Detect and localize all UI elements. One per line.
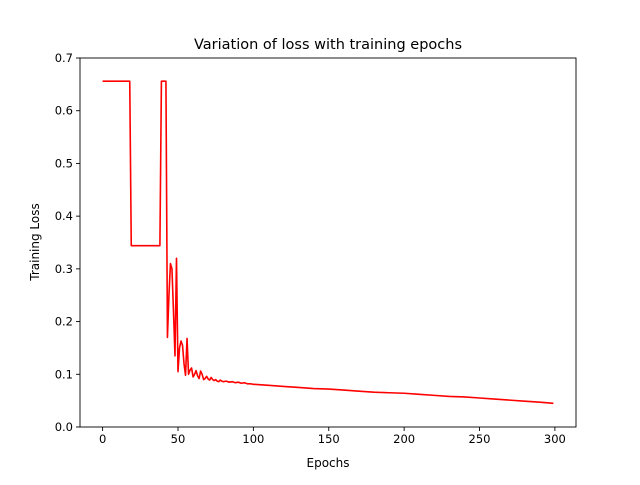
x-tick-label: 150 [318,432,340,446]
y-axis: 0.0 0.1 0.2 0.3 0.4 0.5 0.6 0.7 [55,51,80,434]
x-tick-label: 50 [171,432,186,446]
y-tick-label: 0.5 [55,156,73,170]
y-tick-label: 0.4 [55,209,73,223]
y-tick-label: 0.3 [55,262,73,276]
y-tick-label: 0.7 [55,51,73,65]
y-tick-label: 0.1 [55,367,73,381]
y-tick-label: 0.2 [55,315,73,329]
x-tick-label: 100 [242,432,264,446]
x-axis: 0 50 100 150 200 250 300 [99,427,566,446]
x-tick-label: 0 [99,432,106,446]
y-axis-label: Training Loss [28,203,42,281]
x-tick-label: 250 [469,432,491,446]
series-line-0 [102,80,554,405]
x-tick-label: 200 [393,432,415,446]
x-tick-label: 300 [544,432,566,446]
plot-area [79,57,577,428]
x-axis-label: Epochs [307,456,350,470]
axes-frame [79,57,577,428]
chart-title: Variation of loss with training epochs [194,37,462,53]
y-tick-label: 0.0 [55,420,73,434]
y-tick-label: 0.6 [55,104,73,118]
